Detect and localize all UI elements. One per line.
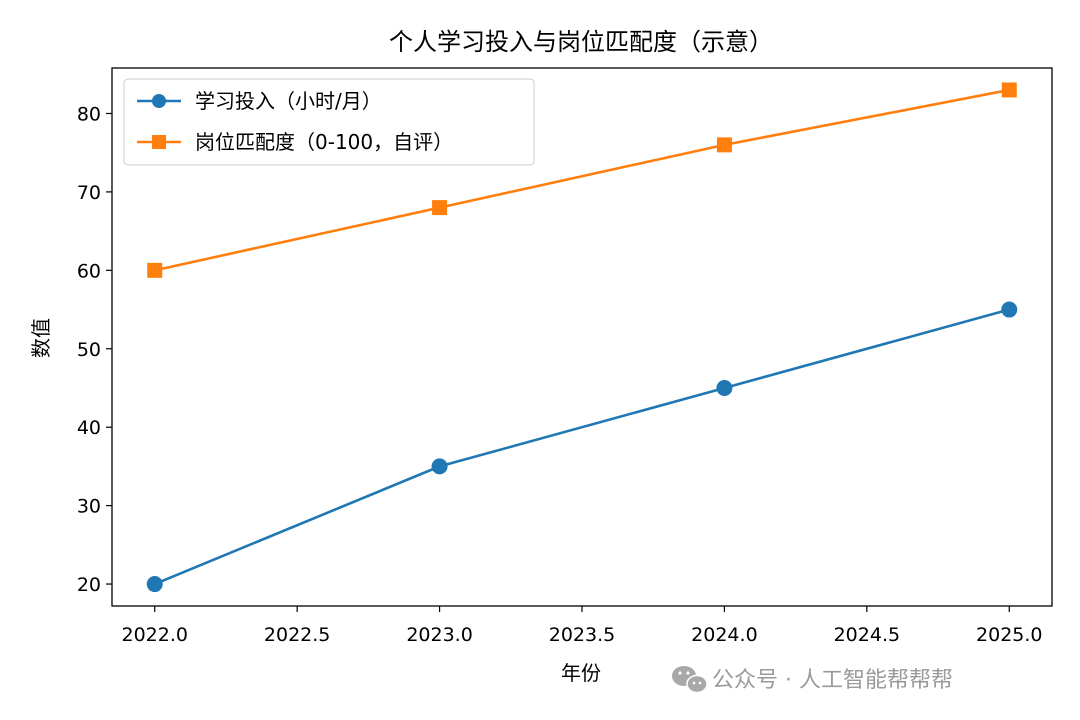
legend: 学习投入（小时/月） 岗位匹配度（0-100，自评）	[123, 78, 535, 166]
data-point-match	[716, 137, 732, 153]
watermark-text: 公众号 · 人工智能帮帮帮	[712, 668, 953, 693]
x-axis-label: 年份	[561, 661, 601, 685]
chart-title: 个人学习投入与岗位匹配度（示意）	[389, 28, 773, 56]
x-tick-label: 2022.0	[121, 624, 187, 646]
y-tick-label: 50	[77, 339, 101, 361]
legend-label-learning: 学习投入（小时/月）	[195, 89, 382, 113]
y-tick-label: 40	[77, 417, 101, 439]
x-tick-label: 2023.0	[406, 624, 472, 646]
watermark: 公众号 · 人工智能帮帮帮	[672, 666, 953, 694]
data-point-learning	[146, 576, 163, 593]
series-line-match	[154, 88, 1010, 272]
data-point-match	[1001, 82, 1017, 98]
y-tick-label: 30	[77, 496, 101, 518]
series-line-learning	[154, 308, 1010, 586]
legend-label-match: 岗位匹配度（0-100，自评）	[195, 130, 453, 154]
x-tick-label: 2024.5	[834, 624, 900, 646]
legend-marker-learning	[152, 94, 166, 108]
wechat-icon	[672, 666, 708, 694]
x-tick-label: 2025.0	[976, 624, 1042, 646]
y-axis-label: 数值	[29, 318, 53, 358]
data-point-match	[432, 200, 448, 216]
y-tick-label: 70	[77, 182, 101, 204]
series-layer	[146, 82, 1018, 593]
legend-frame	[123, 78, 535, 166]
data-point-match	[147, 262, 163, 278]
x-axis-ticks: 2022.0 2022.5 2023.0 2023.5 2024.0 2024.5 2025…	[121, 606, 1043, 646]
data-point-learning	[431, 458, 448, 475]
x-tick-label: 2024.0	[691, 624, 757, 646]
y-tick-label: 60	[77, 260, 101, 282]
legend-marker-match	[152, 135, 166, 149]
x-tick-label: 2022.5	[264, 624, 330, 646]
data-point-learning	[716, 379, 733, 396]
y-tick-label: 20	[77, 574, 101, 596]
y-tick-label: 80	[77, 103, 101, 125]
x-tick-label: 2023.5	[549, 624, 615, 646]
data-point-learning	[1001, 301, 1018, 318]
y-axis-ticks: 20 30 40 50 60 70 80	[77, 103, 112, 596]
